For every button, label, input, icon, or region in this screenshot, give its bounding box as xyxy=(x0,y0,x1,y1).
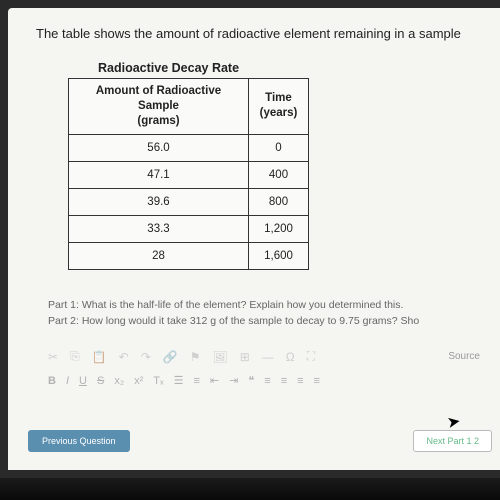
align-left-icon[interactable]: ≡ xyxy=(264,375,270,387)
header-text: The table shows the amount of radioactiv… xyxy=(8,8,500,51)
superscript-button[interactable]: x² xyxy=(134,375,143,387)
list-icon[interactable]: ☰ xyxy=(174,374,184,387)
outdent-icon[interactable]: ⇤ xyxy=(210,374,219,387)
editor-toolbar: ✂ ⎘ 📋 ↶ ↷ 🔗 ⚑ 🖼 ⊞ — Ω ⛶ Source xyxy=(48,343,480,370)
col1-header: Amount of Radioactive Sample (grams) xyxy=(69,79,249,135)
next-part-button[interactable]: Next Part 1 2 xyxy=(413,430,492,452)
hr-icon[interactable]: — xyxy=(262,350,274,364)
cell-amount: 39.6 xyxy=(69,188,249,215)
cell-time: 1,600 xyxy=(249,242,309,269)
underline-button[interactable]: U xyxy=(79,375,87,387)
redo-icon[interactable]: ↷ xyxy=(141,350,151,364)
cell-amount: 28 xyxy=(69,242,249,269)
link-icon[interactable]: 🔗 xyxy=(163,350,178,364)
justify-icon[interactable]: ≡ xyxy=(314,375,320,387)
col2-header-l2: (years) xyxy=(260,107,298,119)
question-part1: Part 1: What is the half-life of the ele… xyxy=(48,298,480,314)
quote-icon[interactable]: ❝ xyxy=(248,374,254,387)
table-row: 28 1,600 xyxy=(69,242,309,269)
strike-button[interactable]: S xyxy=(97,375,104,387)
table-row: 47.1 400 xyxy=(69,161,309,188)
indent-icon[interactable]: ⇥ xyxy=(229,374,238,387)
editor-toolbar-2: B I U S x₂ x² Tₓ ☰ ≡ ⇤ ⇥ ❝ ≡ ≡ ≡ ≡ xyxy=(48,374,480,387)
undo-icon[interactable]: ↶ xyxy=(119,350,129,364)
align-center-icon[interactable]: ≡ xyxy=(281,375,287,387)
numlist-icon[interactable]: ≡ xyxy=(193,375,199,387)
col1-header-l2: (grams) xyxy=(137,115,179,127)
questions-section: Part 1: What is the half-life of the ele… xyxy=(48,298,480,330)
question-part2: Part 2: How long would it take 312 g of … xyxy=(48,314,480,330)
cell-time: 0 xyxy=(249,134,309,161)
col2-header: Time (years) xyxy=(249,79,309,135)
previous-question-button[interactable]: Previous Question xyxy=(28,430,130,452)
cell-amount: 47.1 xyxy=(69,161,249,188)
table-row: 56.0 0 xyxy=(69,134,309,161)
align-right-icon[interactable]: ≡ xyxy=(297,375,303,387)
cell-amount: 56.0 xyxy=(69,134,249,161)
decay-table: Amount of Radioactive Sample (grams) Tim… xyxy=(68,78,309,270)
cursor-icon: ➤ xyxy=(445,411,462,433)
source-button[interactable]: Source xyxy=(448,351,480,362)
bold-button[interactable]: B xyxy=(48,375,56,387)
cell-time: 800 xyxy=(249,188,309,215)
expand-icon[interactable]: ⛶ xyxy=(307,349,315,364)
copy-icon[interactable]: ⎘ xyxy=(70,349,80,364)
table-section: Radioactive Decay Rate Amount of Radioac… xyxy=(68,61,500,270)
image-icon[interactable]: 🖼 xyxy=(212,350,227,364)
flag-icon[interactable]: ⚑ xyxy=(190,350,201,364)
cell-time: 1,200 xyxy=(249,215,309,242)
table-row: 33.3 1,200 xyxy=(69,215,309,242)
cell-amount: 33.3 xyxy=(69,215,249,242)
cut-icon[interactable]: ✂ xyxy=(48,350,58,364)
italic-button[interactable]: I xyxy=(66,375,69,387)
taskbar xyxy=(0,478,500,500)
omega-icon[interactable]: Ω xyxy=(286,350,295,364)
cell-time: 400 xyxy=(249,161,309,188)
col1-header-l1: Amount of Radioactive Sample xyxy=(96,85,221,112)
table-row: 39.6 800 xyxy=(69,188,309,215)
paste-icon[interactable]: 📋 xyxy=(92,350,107,364)
clear-format-button[interactable]: Tₓ xyxy=(153,375,163,387)
col2-header-l1: Time xyxy=(265,92,292,104)
subscript-button[interactable]: x₂ xyxy=(114,375,124,387)
table-icon[interactable]: ⊞ xyxy=(240,350,250,364)
bottom-bar: Previous Question Next Part 1 2 xyxy=(28,430,500,452)
table-title: Radioactive Decay Rate xyxy=(98,61,500,75)
content-screen: The table shows the amount of radioactiv… xyxy=(8,8,500,470)
